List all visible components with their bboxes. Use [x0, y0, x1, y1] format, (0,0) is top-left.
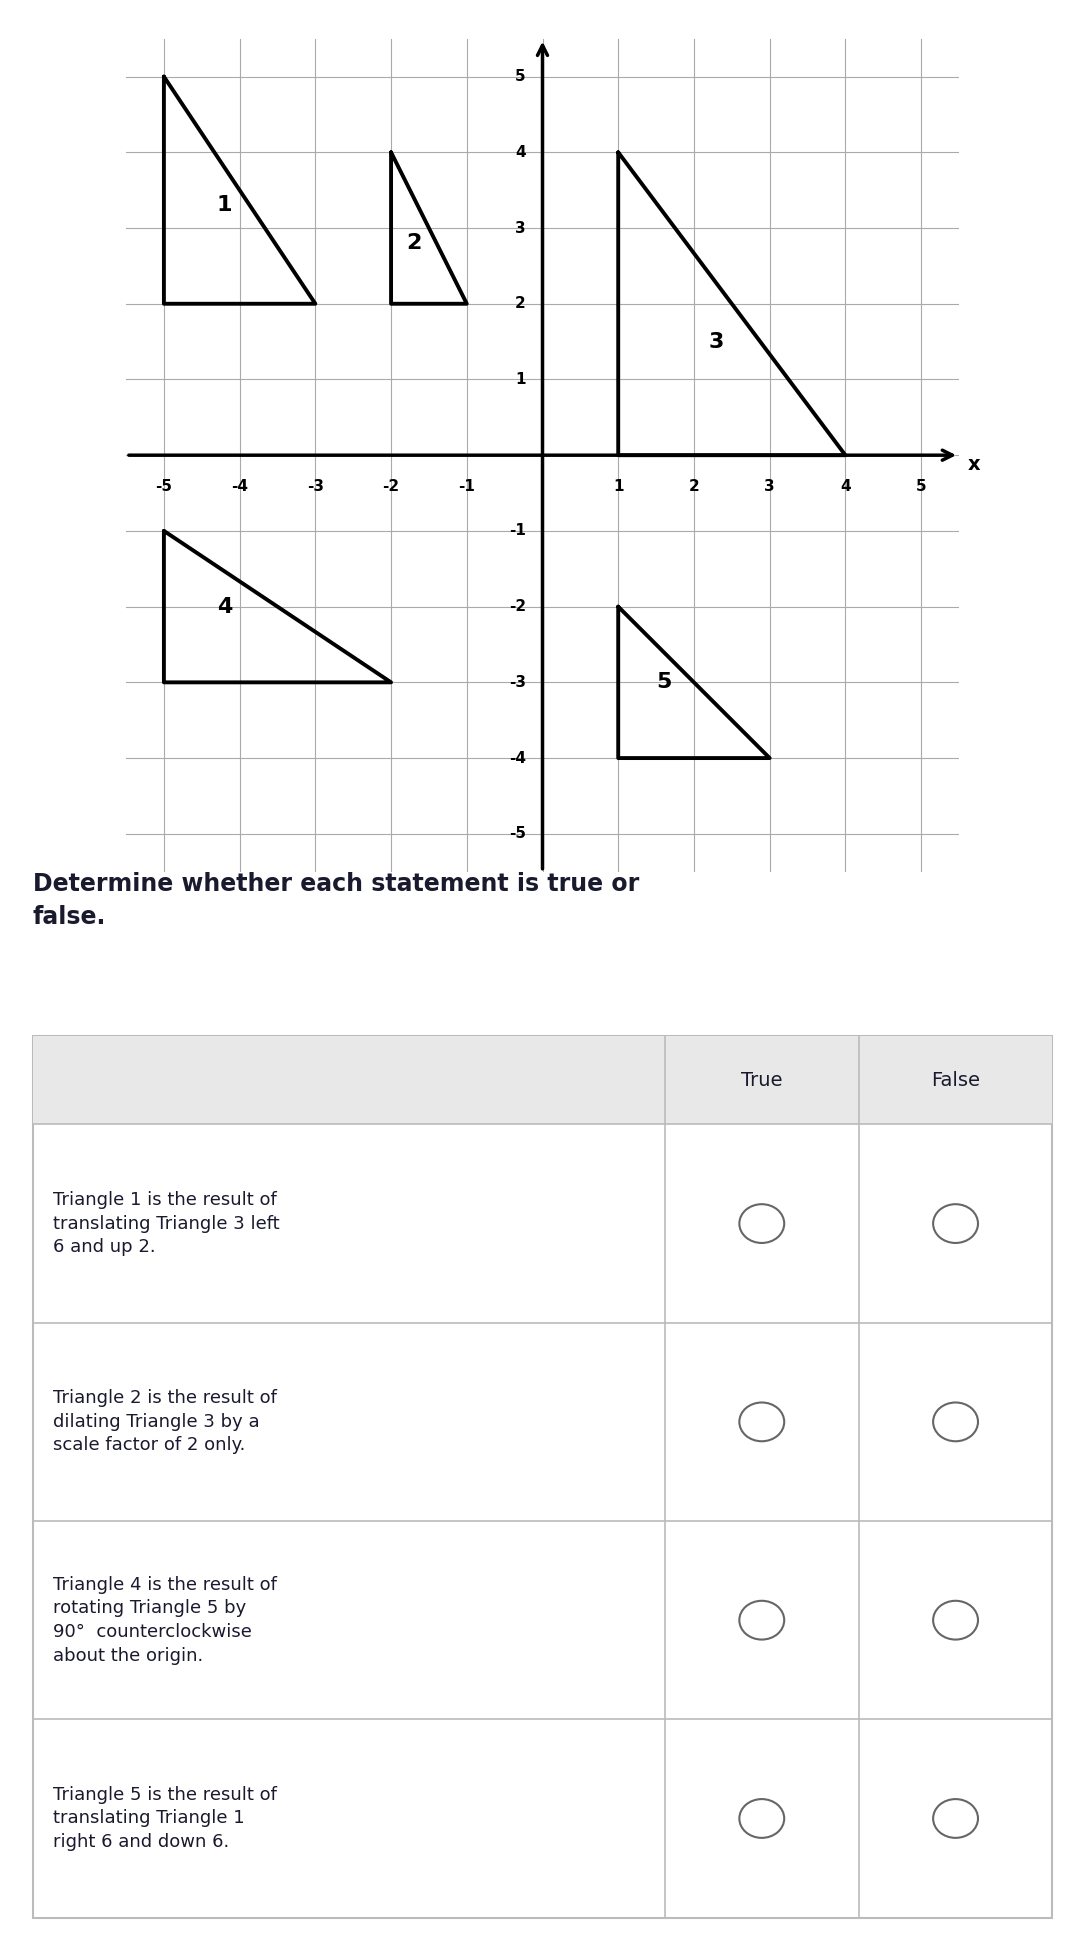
Text: 5: 5	[916, 480, 927, 494]
Text: -2: -2	[383, 480, 399, 494]
Text: 4: 4	[217, 597, 232, 616]
Text: Triangle 5 is the result of
translating Triangle 1
right 6 and down 6.: Triangle 5 is the result of translating …	[53, 1786, 277, 1852]
Text: Triangle 2 is the result of
dilating Triangle 3 by a
scale factor of 2 only.: Triangle 2 is the result of dilating Tri…	[53, 1389, 277, 1455]
Text: x: x	[968, 455, 981, 475]
Text: 3: 3	[515, 221, 526, 236]
Text: 1: 1	[217, 196, 232, 215]
Text: Triangle 4 is the result of
rotating Triangle 5 by
90°  counterclockwise
about t: Triangle 4 is the result of rotating Tri…	[53, 1577, 277, 1664]
Bar	[33, 1036, 1052, 1123]
Text: False: False	[931, 1071, 980, 1091]
Text: 1: 1	[613, 480, 624, 494]
Text: 5: 5	[515, 70, 526, 83]
Text: True: True	[741, 1071, 782, 1091]
Text: -5: -5	[155, 480, 173, 494]
Text: 3: 3	[764, 480, 775, 494]
Text: -4: -4	[509, 750, 526, 765]
Text: -2: -2	[509, 599, 526, 614]
Text: 2: 2	[689, 480, 700, 494]
Text: -3: -3	[307, 480, 323, 494]
Text: 2: 2	[406, 232, 421, 254]
Text: Triangle 1 is the result of
translating Triangle 3 left
6 and up 2.: Triangle 1 is the result of translating …	[53, 1191, 280, 1257]
Text: -5: -5	[509, 827, 526, 841]
Text: 2: 2	[515, 296, 526, 312]
Text: 4: 4	[515, 145, 526, 161]
Text: 4: 4	[840, 480, 851, 494]
Text: -1: -1	[458, 480, 475, 494]
Text: -4: -4	[231, 480, 248, 494]
Text: 3: 3	[709, 331, 725, 353]
Text: -3: -3	[509, 674, 526, 690]
Text: -1: -1	[509, 523, 526, 538]
Text: 5: 5	[656, 672, 672, 692]
Text: Determine whether each statement is true or
false.: Determine whether each statement is true…	[33, 872, 639, 930]
Text: 1: 1	[515, 372, 526, 387]
